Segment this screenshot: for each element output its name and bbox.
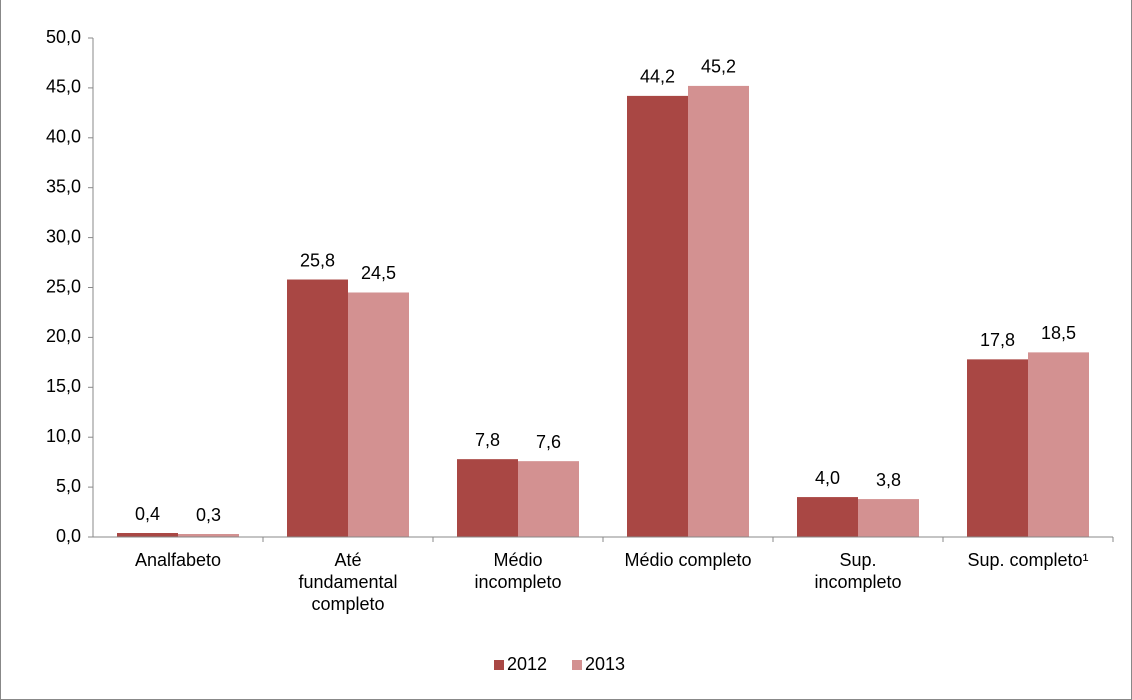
value-label: 25,8 — [300, 250, 335, 270]
y-tick-label: 45,0 — [46, 77, 81, 97]
x-tick-label: Até fundamental completo — [298, 550, 398, 614]
y-tick-label: 50,0 — [46, 27, 81, 47]
y-tick-label: 20,0 — [46, 326, 81, 346]
bar — [178, 534, 239, 537]
x-tick-label: Médio completo — [624, 550, 752, 570]
y-tick-label: 15,0 — [46, 376, 81, 396]
legend-swatch — [572, 660, 582, 670]
value-label: 0,4 — [135, 504, 160, 524]
y-tick-label: 5,0 — [56, 476, 81, 496]
y-tick-label: 30,0 — [46, 226, 81, 246]
legend-swatch — [494, 660, 504, 670]
bar — [117, 533, 178, 537]
value-label: 0,3 — [196, 505, 221, 525]
value-label: 18,5 — [1041, 323, 1076, 343]
bar — [457, 459, 518, 537]
bar — [518, 461, 579, 537]
x-tick-label: Sup. incompleto — [814, 550, 902, 592]
x-tick-label: Analfabeto — [134, 550, 222, 570]
bar — [688, 85, 749, 538]
value-label: 4,0 — [815, 468, 840, 488]
bar — [627, 95, 688, 537]
bar — [797, 497, 858, 537]
bar — [967, 359, 1028, 537]
x-tick-label: Sup. completo¹ — [967, 550, 1089, 570]
bar — [1028, 352, 1089, 537]
value-label: 44,2 — [640, 67, 675, 87]
bar — [858, 499, 919, 537]
bar — [348, 292, 409, 537]
y-tick-label: 40,0 — [46, 127, 81, 147]
y-tick-label: 35,0 — [46, 176, 81, 196]
x-tick-label: Médio incompleto — [474, 550, 562, 592]
legend-label: 2013 — [585, 654, 625, 674]
legend-label: 2012 — [507, 654, 547, 674]
bar — [287, 279, 348, 537]
value-label: 3,8 — [876, 470, 901, 490]
y-tick-label: 0,0 — [56, 526, 81, 546]
value-label: 7,8 — [475, 430, 500, 450]
value-label: 24,5 — [361, 263, 396, 283]
value-label: 17,8 — [980, 330, 1015, 350]
value-label: 7,6 — [536, 432, 561, 452]
value-label: 45,2 — [701, 57, 736, 77]
y-tick-label: 25,0 — [46, 276, 81, 296]
y-tick-label: 10,0 — [46, 426, 81, 446]
